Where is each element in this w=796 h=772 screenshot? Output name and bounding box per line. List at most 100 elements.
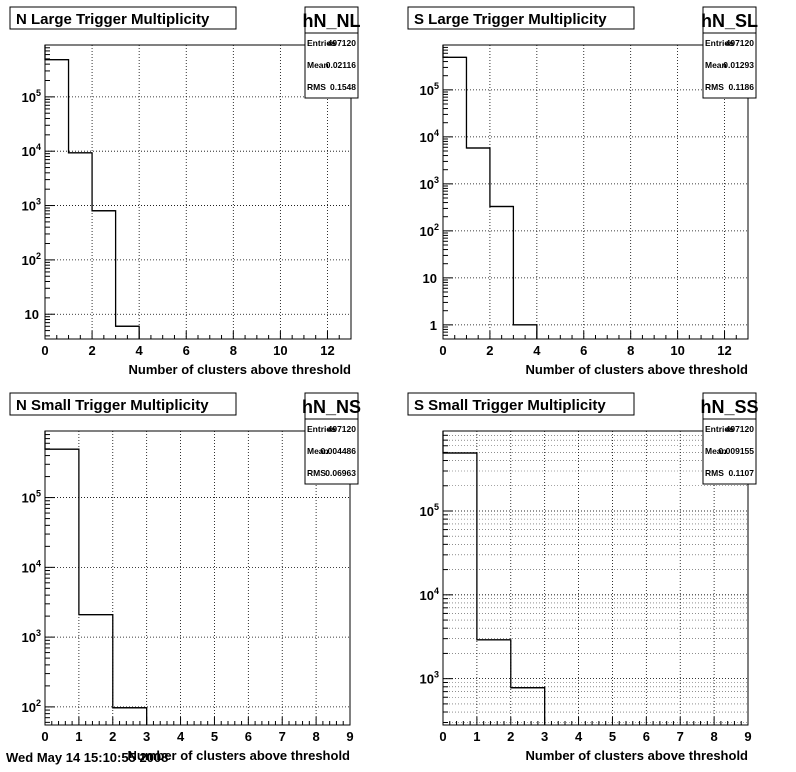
x-tick-label: 3 — [541, 729, 548, 744]
x-tick-label: 0 — [439, 343, 446, 358]
chart-panel-n-small: 0 1 2 3 4 5 6 7 8 9 102 103 104 105 N Small Trigger Mu… — [9, 392, 361, 763]
histogram-name: hN_NS — [302, 397, 361, 417]
stats-frame — [702, 418, 757, 485]
x-axis-label: Number of clusters above threshold — [128, 748, 351, 763]
y-tick-label: 103 — [22, 197, 41, 214]
x-tick-label: 2 — [507, 729, 514, 744]
plot-area — [443, 431, 748, 725]
x-tick-label: 4 — [177, 729, 185, 744]
stats-value: 497120 — [328, 424, 357, 434]
chart-title: S Small Trigger Multiplicity — [414, 397, 606, 414]
stats-value: 0.1107 — [728, 468, 754, 478]
y-tick-label: 1 — [430, 318, 437, 333]
stats-label: RMS — [705, 468, 724, 478]
x-tick-label: 10 — [273, 343, 287, 358]
plot-area — [443, 45, 748, 339]
x-tick-label: 6 — [643, 729, 650, 744]
chart-panel-n-large: 0 2 4 6 8 10 12 10 102 103 104 105 N Large Trigger M… — [9, 6, 361, 377]
y-tick-label: 10 — [25, 307, 39, 322]
y-tick-label: 103 — [22, 628, 41, 645]
footer-timestamp: Wed May 14 15:10:55 2008 — [6, 750, 169, 765]
x-tick-label: 7 — [677, 729, 684, 744]
y-tick-label: 10 — [423, 271, 437, 286]
x-tick-label: 0 — [439, 729, 446, 744]
y-tick-label: 102 — [22, 698, 41, 715]
y-tick-label: 102 — [22, 251, 41, 268]
stats-label: Entries — [705, 38, 734, 48]
stats-label: RMS — [307, 468, 326, 478]
title-frame — [9, 392, 237, 416]
stats-value: 497120 — [328, 38, 357, 48]
x-axis-label: Number of clusters above threshold — [526, 362, 749, 377]
x-tick-label: 5 — [609, 729, 616, 744]
chart-title-box: N Small Trigger Multiplicity — [9, 392, 237, 416]
x-tick-label: 8 — [627, 343, 634, 358]
plot-frame — [442, 430, 749, 726]
chart-title-box: S Small Trigger Multiplicity — [407, 392, 635, 416]
stats-label: RMS — [705, 82, 724, 92]
plot-area — [45, 431, 350, 725]
stats-label: Entries — [307, 38, 336, 48]
x-tick-label: 9 — [744, 729, 751, 744]
stats-name-frame — [304, 6, 359, 34]
stats-label: Entries — [307, 424, 336, 434]
y-tick-label: 104 — [22, 558, 41, 575]
y-tick-label: 105 — [22, 88, 41, 105]
y-tick-label: 103 — [420, 670, 439, 687]
stats-label: Entries — [705, 424, 734, 434]
chart-panel-s-large: 0 2 4 6 8 10 12 1 10 102 103 104 105 S Large Trigger … — [407, 6, 758, 377]
x-tick-label: 1 — [75, 729, 82, 744]
x-tick-label: 8 — [230, 343, 237, 358]
x-axis-label: Number of clusters above threshold — [129, 362, 352, 377]
stats-value: 497120 — [726, 424, 755, 434]
chart-title: N Large Trigger Multiplicity — [16, 11, 210, 28]
histogram-name: hN_SL — [701, 11, 758, 31]
y-tick-label: 105 — [420, 81, 439, 98]
stats-value: 0.02116 — [326, 60, 357, 70]
y-tick-label: 104 — [420, 586, 439, 603]
x-tick-label: 8 — [710, 729, 717, 744]
stats-frame — [304, 418, 359, 485]
x-tick-label: 8 — [312, 729, 319, 744]
histogram-name: hN_SS — [700, 397, 758, 417]
y-tick-label: 105 — [22, 489, 41, 506]
x-tick-label: 4 — [575, 729, 583, 744]
stats-value: 0.01293 — [723, 60, 754, 70]
title-frame — [407, 392, 635, 416]
stats-name-frame — [304, 392, 359, 420]
stats-frame — [304, 32, 359, 99]
title-frame — [9, 6, 237, 30]
stats-label: Mean — [705, 60, 727, 70]
stats-value: 0.1548 — [330, 82, 356, 92]
x-tick-label: 6 — [580, 343, 587, 358]
x-tick-label: 2 — [486, 343, 493, 358]
stats-value: 0.009155 — [719, 446, 755, 456]
chart-title: N Small Trigger Multiplicity — [16, 397, 209, 414]
x-tick-label: 1 — [473, 729, 480, 744]
x-tick-label: 0 — [41, 343, 48, 358]
x-tick-label: 12 — [717, 343, 731, 358]
chart-panel-s-small: 0 1 2 3 4 5 6 7 8 9 103 104 105 S Small Trigger Multi… — [407, 392, 759, 763]
x-tick-label: 6 — [183, 343, 190, 358]
histogram-name: hN_NL — [303, 11, 361, 31]
y-tick-label: 102 — [420, 222, 439, 239]
x-axis-label: Number of clusters above threshold — [526, 748, 749, 763]
x-tick-label: 9 — [346, 729, 353, 744]
title-frame — [407, 6, 635, 30]
stats-value: 0.1186 — [728, 82, 754, 92]
x-tick-label: 4 — [533, 343, 541, 358]
y-tick-label: 104 — [22, 142, 41, 159]
stats-value: 0.06963 — [325, 468, 356, 478]
chart-title: S Large Trigger Multiplicity — [414, 11, 607, 28]
x-tick-label: 5 — [211, 729, 218, 744]
stats-value: 497120 — [726, 38, 755, 48]
x-tick-label: 12 — [320, 343, 334, 358]
stats-label: Mean — [705, 446, 727, 456]
x-tick-label: 10 — [670, 343, 684, 358]
stats-value: 0.004486 — [321, 446, 357, 456]
y-tick-label: 103 — [420, 175, 439, 192]
